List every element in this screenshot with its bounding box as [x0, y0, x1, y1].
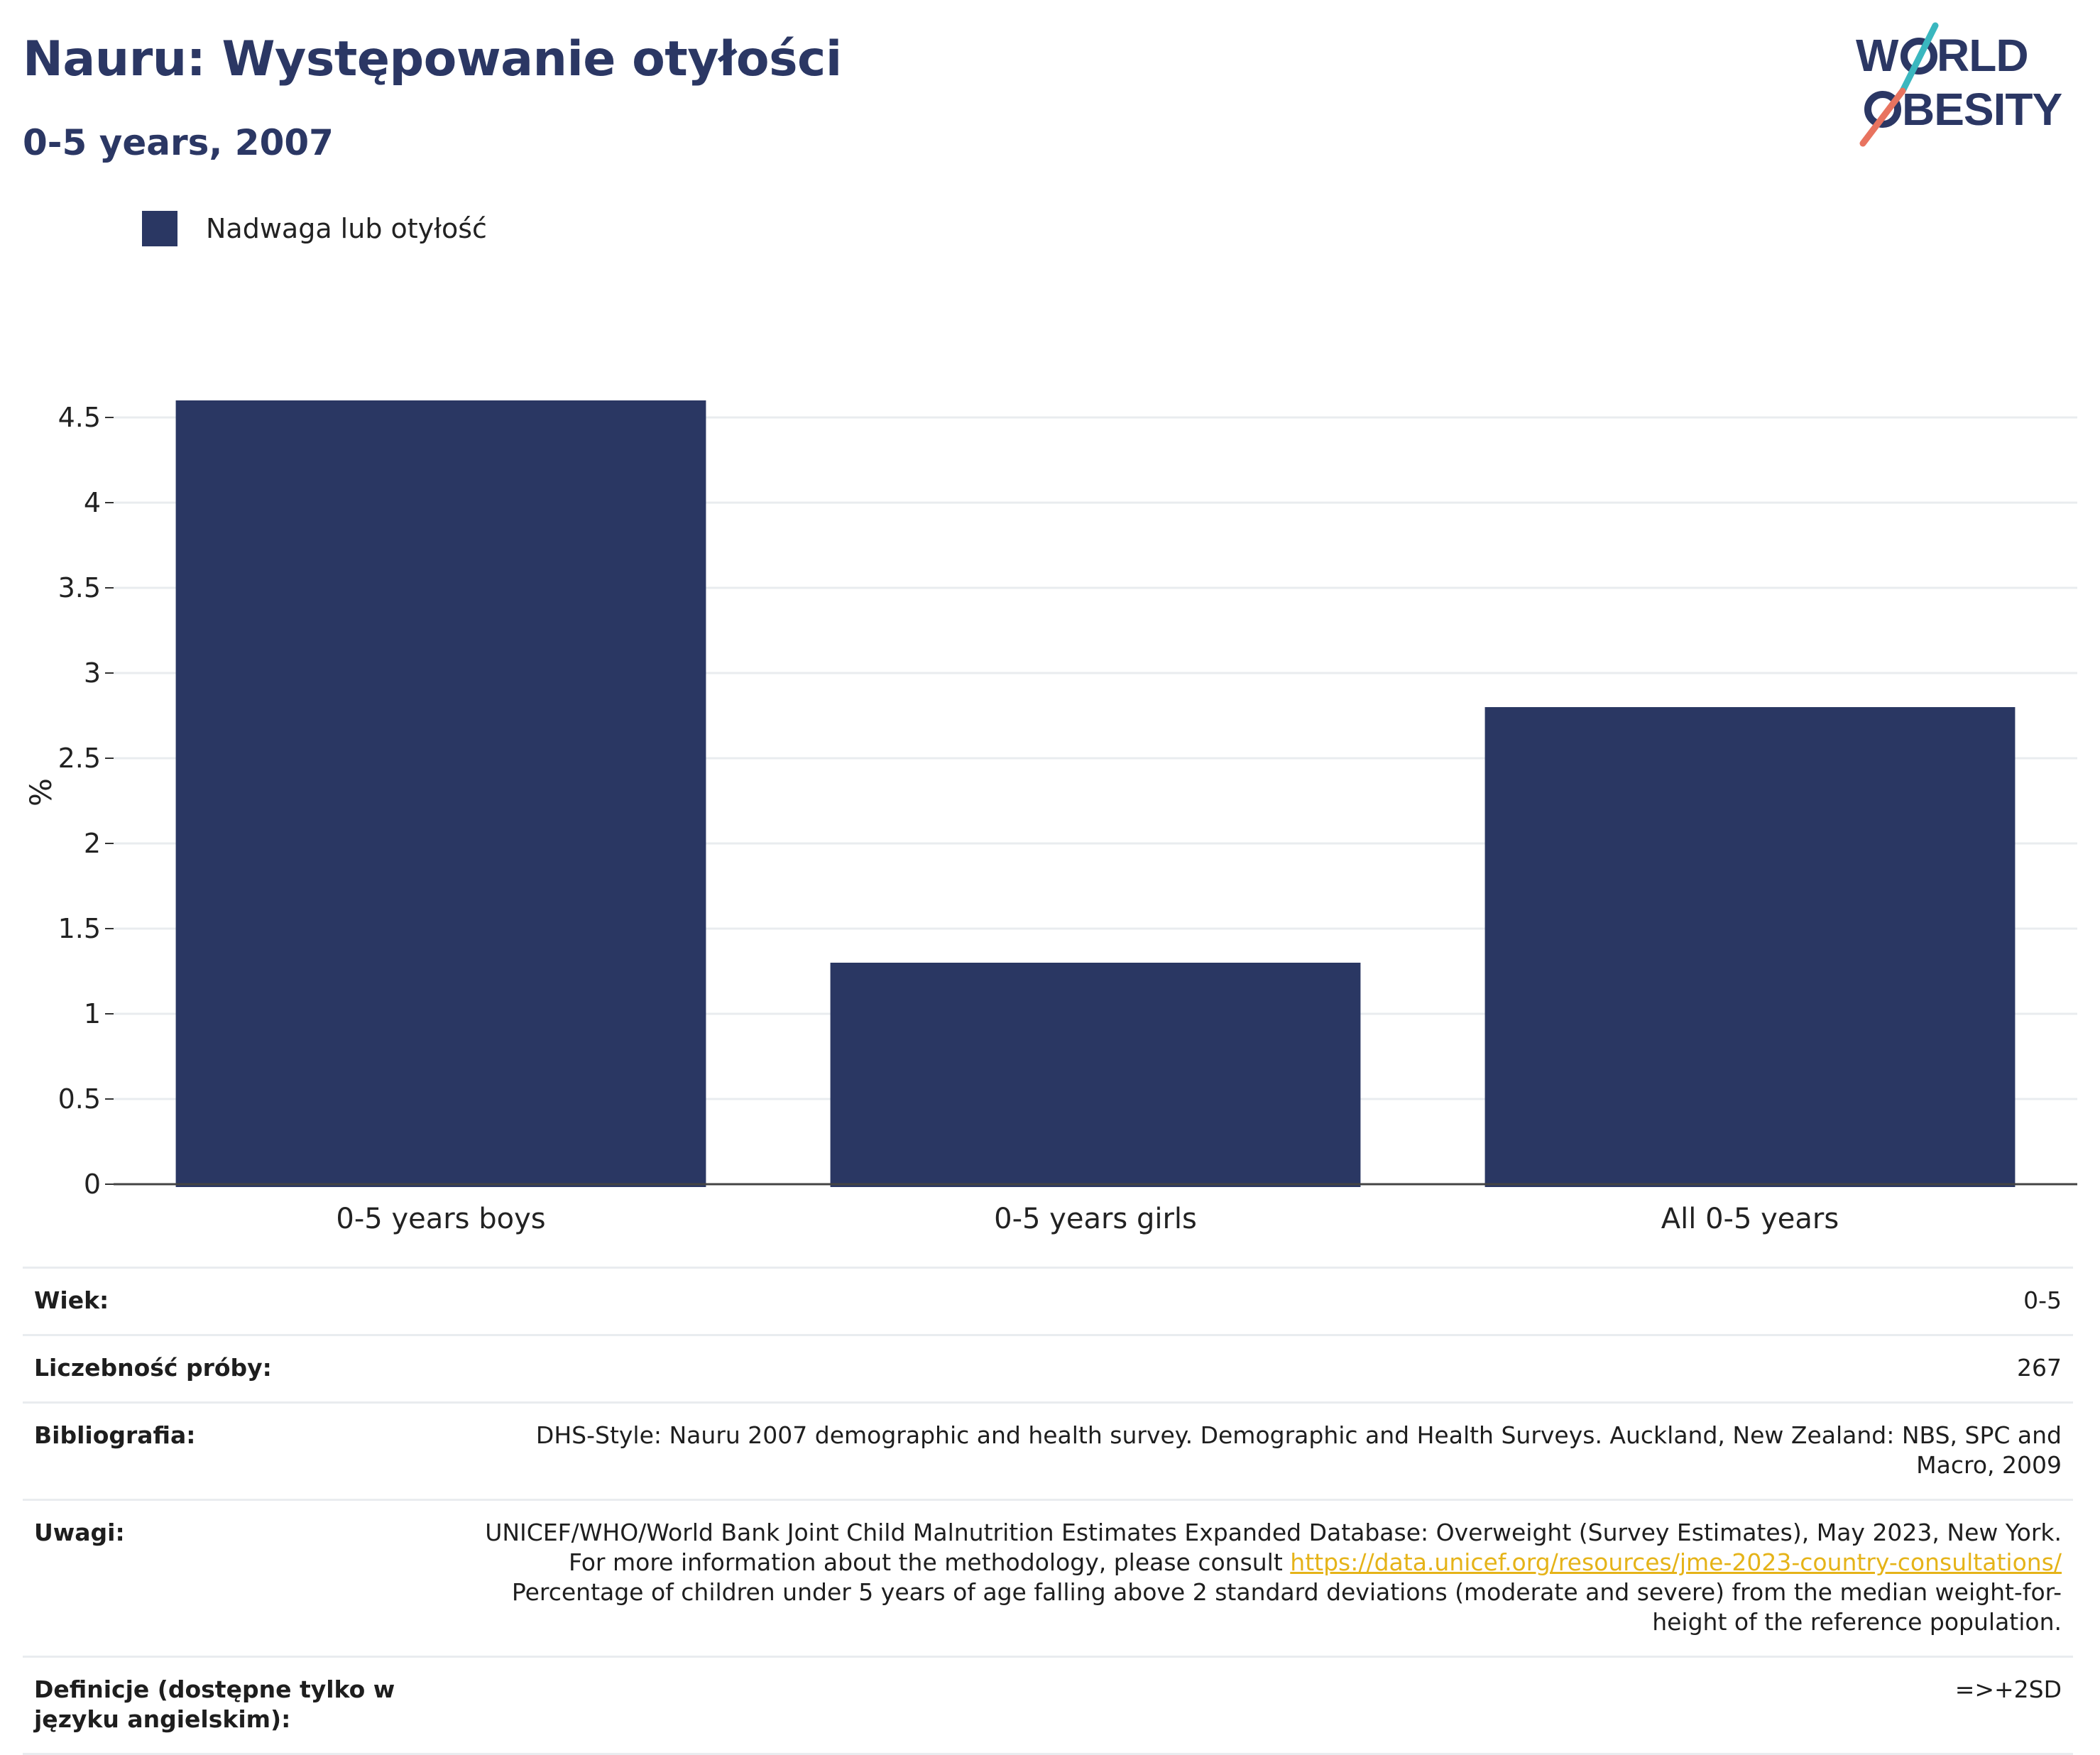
info-label: Liczebność próby: — [34, 1354, 272, 1382]
info-value: DHS-Style: Nauru 2007 demographic and he… — [535, 1421, 2062, 1479]
y-axis-label: % — [23, 778, 58, 807]
y-tick-label: 1 — [84, 998, 101, 1029]
y-tick-label: 2.5 — [58, 743, 101, 774]
legend-swatch — [142, 211, 177, 246]
x-tick-label: 0-5 years girls — [994, 1203, 1197, 1235]
y-tick-label: 4 — [84, 487, 101, 518]
info-value: =>+2SD — [1954, 1675, 2062, 1703]
info-label: Wiek: — [34, 1286, 109, 1314]
info-value: 0-5 — [2023, 1286, 2062, 1314]
x-tick-label: All 0-5 years — [1661, 1203, 1839, 1235]
y-tick-label: 3 — [84, 657, 101, 689]
page-subtitle: 0-5 years, 2007 — [23, 122, 334, 163]
info-label: Uwagi: — [34, 1519, 125, 1546]
svg-text:W: W — [1856, 30, 1899, 81]
info-label: Bibliografia: — [34, 1421, 196, 1449]
legend-label: Nadwaga lub otyłość — [206, 213, 487, 244]
info-row-sample-size: Liczebność próby: 267 — [23, 1335, 2073, 1403]
notes-link[interactable]: https://data.unicef.org/resources/jme-20… — [1290, 1548, 2062, 1576]
bar[interactable] — [830, 963, 1361, 1187]
bar[interactable] — [175, 400, 706, 1187]
svg-text:BESITY: BESITY — [1902, 84, 2062, 135]
info-value: 267 — [2017, 1354, 2062, 1382]
y-tick-label: 2 — [84, 828, 101, 859]
x-tick-label: 0-5 years boys — [336, 1203, 545, 1235]
info-label: Definicje (dostępne tylko w języku angie… — [34, 1675, 395, 1733]
bar[interactable] — [1484, 707, 2016, 1187]
info-row-age: Wiek: 0-5 — [23, 1267, 2073, 1335]
bars — [175, 400, 2016, 1187]
info-table: Wiek: 0-5 Liczebność próby: 267 Bibliogr… — [23, 1267, 2073, 1755]
info-value: UNICEF/WHO/World Bank Joint Child Malnut… — [471, 1500, 2073, 1657]
svg-text:RLD: RLD — [1937, 30, 2028, 81]
y-tick-label: 0 — [84, 1169, 101, 1200]
bar-chart: 0 0.5 1 1.5 2 2.5 3 3.5 4 4.5 0-5 years boys 0-5 ye… — [23, 400, 2077, 1235]
page-title: Nauru: Występowanie otyłości — [23, 31, 842, 87]
info-row-notes: Uwagi: UNICEF/WHO/World Bank Joint Child… — [23, 1499, 2073, 1657]
chart-legend: Nadwaga lub otyłość — [142, 210, 487, 247]
notes-text-after: Percentage of children under 5 years of … — [511, 1578, 2062, 1636]
axes: 0 0.5 1 1.5 2 2.5 3 3.5 4 4.5 0-5 years boys 0-5 ye… — [23, 402, 2077, 1235]
notes-text-before: UNICEF/WHO/World Bank Joint Child Malnut… — [485, 1519, 2062, 1576]
y-tick-label: 1.5 — [58, 913, 101, 944]
y-tick-label: 0.5 — [58, 1083, 101, 1115]
y-tick-label: 4.5 — [58, 402, 101, 433]
world-obesity-logo: W RLD BESITY — [1856, 22, 2062, 147]
info-row-definitions: Definicje (dostępne tylko w języku angie… — [23, 1656, 2073, 1754]
info-row-bibliography: Bibliografia: DHS-Style: Nauru 2007 demo… — [23, 1402, 2073, 1500]
y-tick-label: 3.5 — [58, 572, 101, 603]
